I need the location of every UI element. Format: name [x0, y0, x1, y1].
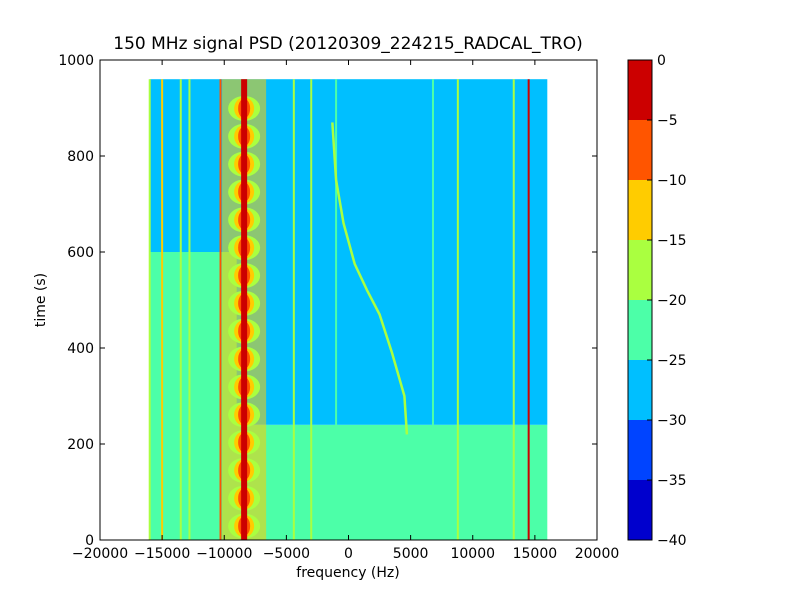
colorbar-tick-label: −15: [657, 233, 687, 249]
colorbar-tick-label: −40: [657, 533, 687, 549]
colorbar-tick-label: 0: [657, 53, 666, 69]
colorbar-band: [628, 420, 652, 480]
colorbar-band: [628, 360, 652, 420]
x-axis-label: frequency (Hz): [296, 565, 399, 581]
colorbar-band: [628, 120, 652, 180]
y-tick-label: 800: [67, 149, 94, 165]
psd-heatmap: [148, 79, 548, 540]
colorbar: 0 −5 −10 −15 −20 −25 −30 −35 −40: [627, 53, 687, 549]
colorbar-band: [628, 300, 652, 360]
carrier-core: [241, 79, 248, 540]
colorbar-band: [628, 480, 652, 540]
chart-title: 150 MHz signal PSD (20120309_224215_RADC…: [113, 34, 582, 54]
y-tick-label: 600: [67, 245, 94, 261]
colorbar-tick-label: −10: [657, 173, 687, 189]
colorbar-band: [628, 60, 652, 120]
y-tick-label: 400: [67, 341, 94, 357]
y-tick-label: 200: [67, 437, 94, 453]
x-tick-label: 15000: [513, 546, 558, 562]
colorbar-tick-label: −5: [657, 113, 678, 129]
y-tick-label: 0: [85, 533, 94, 549]
y-axis: 0 200 400 600 800 1000: [58, 53, 597, 549]
x-tick-label: −20000: [72, 546, 128, 562]
y-axis-label: time (s): [33, 273, 49, 327]
x-tick-label: −5000: [263, 546, 310, 562]
colorbar-tick-label: −20: [657, 293, 687, 309]
colorbar-tick-label: −35: [657, 473, 687, 489]
colorbar-tick-label: −30: [657, 413, 687, 429]
x-tick-label: 10000: [450, 546, 495, 562]
x-tick-label: −10000: [196, 546, 252, 562]
colorbar-band: [628, 240, 652, 300]
x-tick-label: −15000: [134, 546, 190, 562]
x-tick-label: 20000: [575, 546, 620, 562]
y-tick-label: 1000: [58, 53, 94, 69]
x-tick-label: 5000: [393, 546, 429, 562]
colorbar-band: [628, 180, 652, 240]
x-axis: −20000 −15000 −10000 −5000 0 5000 10000 15000 20…: [72, 60, 619, 562]
colorbar-tick-label: −25: [657, 353, 687, 369]
x-tick-label: 0: [344, 546, 353, 562]
chirp-trace: [331, 122, 409, 435]
